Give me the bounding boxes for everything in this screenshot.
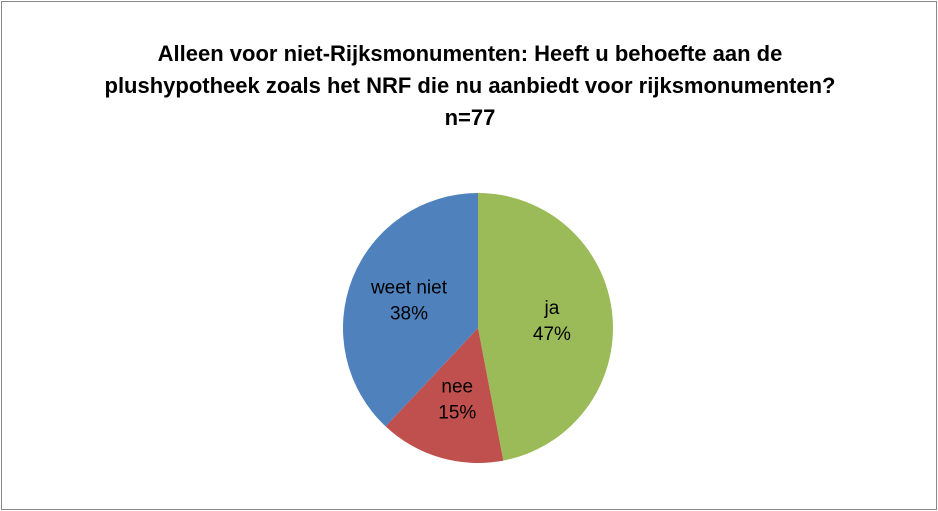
pie-slice	[385, 328, 504, 463]
slice-value-label: 47%	[533, 324, 571, 345]
pie-slice	[343, 193, 478, 427]
slice-value-label: 38%	[390, 304, 428, 325]
slice-category-label: weet niet	[370, 278, 448, 299]
slice-category-label: nee	[441, 376, 473, 397]
slice-category-label: ja	[544, 298, 560, 319]
slice-value-label: 15%	[438, 402, 476, 423]
pie-slice	[478, 193, 613, 461]
chart-title: Alleen voor niet-Rijksmonumenten: Heeft …	[104, 41, 836, 130]
